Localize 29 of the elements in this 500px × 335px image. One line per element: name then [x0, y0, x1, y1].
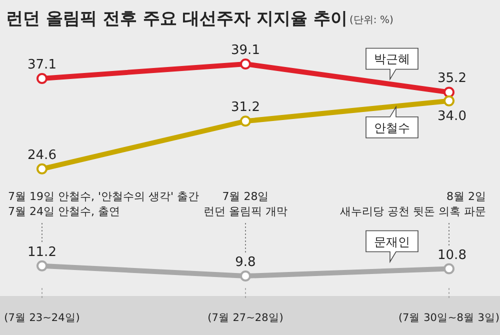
x-tick-label: (7월 23~24일) — [4, 312, 80, 324]
series-label: 박근혜 — [374, 52, 410, 66]
chart-subtitle: (단위: %) — [350, 15, 394, 26]
annotation: 8월 2일 새누리당 공천 뒷돈 의혹 파문 — [340, 190, 486, 218]
data-label: 11.2 — [28, 244, 56, 260]
point — [444, 86, 454, 98]
x-tick-label: (7월 27~28일) — [208, 312, 284, 324]
data-label: 10.8 — [438, 248, 466, 263]
point — [36, 72, 48, 84]
data-label: 39.1 — [231, 43, 260, 58]
data-label: 9.8 — [235, 255, 256, 270]
annotation: 7월 28일 런던 올림픽 개막 — [204, 190, 288, 218]
point — [240, 116, 251, 127]
x-tick-label: (7월 30일~8월 3일) — [398, 312, 500, 324]
point — [240, 270, 251, 282]
point — [36, 163, 48, 174]
data-label: 24.6 — [28, 148, 56, 163]
data-label: 34.0 — [438, 108, 466, 124]
data-label: 35.2 — [438, 71, 466, 86]
point — [36, 260, 48, 272]
chart-title: 런던 올림픽 전후 주요 대선주자 지지율 추이 — [6, 9, 348, 29]
data-label: 37.1 — [28, 57, 56, 72]
point — [444, 263, 454, 274]
point — [444, 95, 454, 106]
point — [240, 58, 251, 70]
annotation: 7월 19일 안철수, '안철수의 생각' 출간 7월 24일 안철수, 출연 — [8, 190, 200, 218]
series-label: 문재인 — [374, 234, 410, 249]
data-label: 31.2 — [231, 100, 260, 116]
series-label: 안철수 — [374, 120, 410, 135]
